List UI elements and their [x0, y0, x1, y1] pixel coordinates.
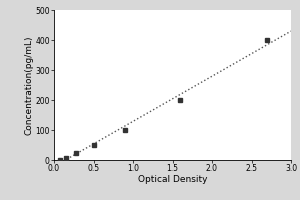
Y-axis label: Concentration(pg/mL): Concentration(pg/mL) — [25, 35, 34, 135]
X-axis label: Optical Density: Optical Density — [138, 175, 207, 184]
